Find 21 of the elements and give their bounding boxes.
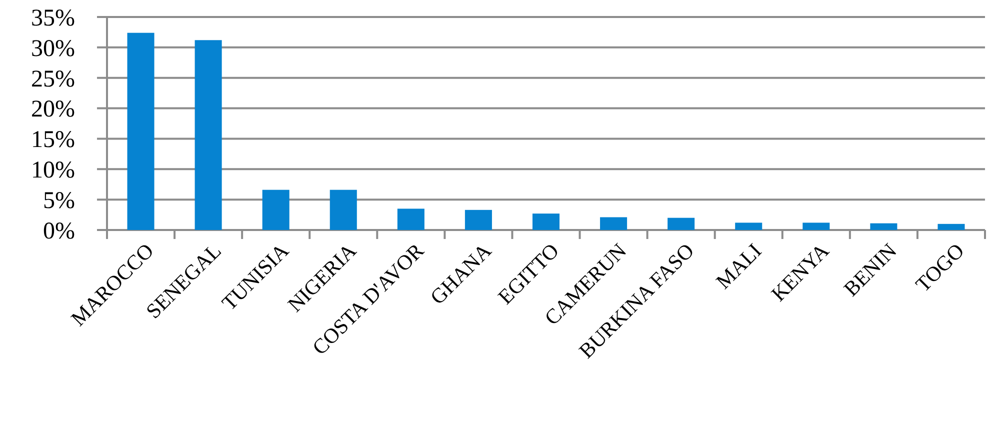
bar bbox=[668, 218, 695, 230]
y-tick-label: 35% bbox=[31, 5, 75, 32]
bar bbox=[600, 217, 628, 230]
bar bbox=[938, 224, 965, 230]
y-tick-label: 20% bbox=[31, 96, 75, 123]
bar bbox=[532, 214, 560, 230]
bar bbox=[330, 190, 357, 230]
bar bbox=[464, 210, 492, 230]
y-tick-label: 15% bbox=[31, 127, 75, 154]
bar bbox=[127, 32, 154, 230]
y-tick-label: 25% bbox=[31, 66, 75, 92]
bar bbox=[735, 222, 762, 230]
y-tick-label: 5% bbox=[43, 188, 75, 214]
bar bbox=[802, 222, 830, 230]
bar bbox=[397, 208, 424, 230]
bar bbox=[870, 223, 898, 230]
y-tick-label: 10% bbox=[31, 158, 75, 184]
y-tick-label: 30% bbox=[31, 36, 75, 62]
bar bbox=[194, 40, 222, 230]
bar bbox=[262, 190, 290, 230]
y-tick-label: 0% bbox=[43, 218, 75, 244]
